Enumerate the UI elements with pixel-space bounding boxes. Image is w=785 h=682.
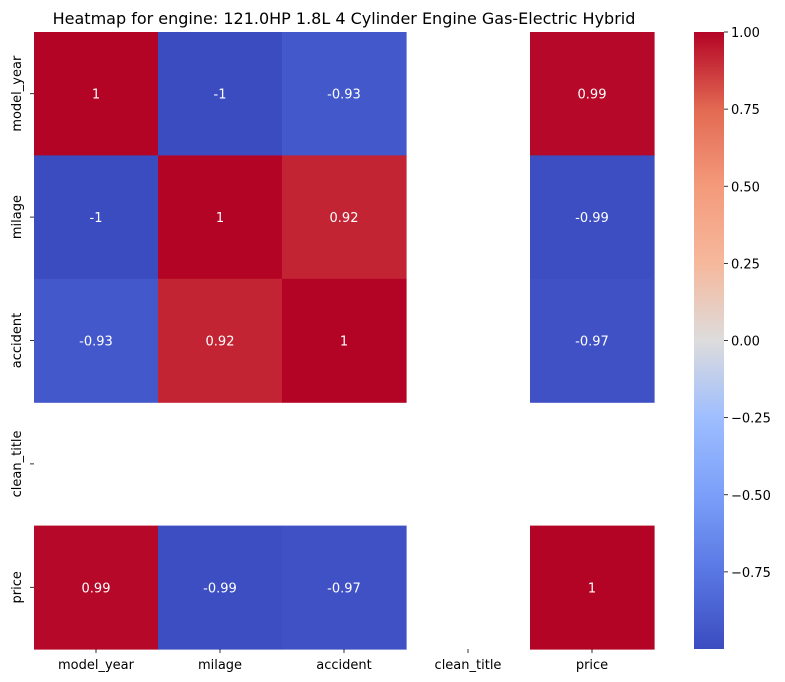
y-tick-label: milage [10, 195, 25, 239]
cell-label: 0.99 [578, 88, 607, 103]
colorbar-tick-label: −0.50 [731, 489, 771, 504]
colorbar-tick-label: 1.00 [731, 26, 760, 41]
cell-label: -0.99 [575, 211, 609, 226]
cell-annotations: 1 -1 -0.93 0.99 -1 1 0.92 -0.99 -0.93 0.92 1 -0.97 0… [79, 88, 609, 597]
cell-label: -0.99 [203, 581, 237, 596]
cell-label: 0.92 [206, 335, 235, 350]
x-tick-label: clean_title [435, 658, 502, 673]
heatmap-cell [530, 525, 655, 650]
cell-label: 1 [588, 581, 596, 596]
colorbar-tick-label: −0.25 [731, 412, 771, 427]
colorbar-ticks: 1.00 0.75 0.50 0.25 0.00 −0.25 −0.50 −0.75 [724, 26, 771, 581]
y-tick-label: clean_title [10, 430, 25, 497]
cell-label: -1 [214, 88, 227, 103]
x-tick-label: milage [198, 658, 242, 673]
colorbar-tick-label: 0.50 [731, 180, 760, 195]
heatmap-cell [282, 155, 407, 280]
heatmap-cell [282, 278, 407, 403]
x-tick-label: price [576, 658, 608, 673]
cell-label: 1 [92, 88, 100, 103]
cell-label: 0.92 [330, 211, 359, 226]
y-tick-label: model_year [10, 55, 25, 132]
heatmap-cell [282, 32, 407, 156]
heatmap-cell [34, 155, 159, 280]
cell-label: -0.97 [575, 335, 609, 350]
cell-label: -0.93 [79, 335, 113, 350]
cell-label: -1 [90, 211, 103, 226]
chart-title: Heatmap for engine: 121.0HP 1.8L 4 Cylin… [53, 9, 636, 28]
colorbar-tick-label: 0.25 [731, 257, 760, 272]
cell-label: -0.93 [327, 88, 361, 103]
cell-label: 1 [216, 211, 224, 226]
y-tick-label: price [10, 571, 25, 603]
x-tick-label: accident [316, 658, 371, 673]
cell-label: 1 [340, 335, 348, 350]
y-tick-label: accident [10, 313, 25, 368]
heatmap-cell [530, 155, 655, 280]
heatmap-cells [34, 32, 655, 650]
x-axis: model_year milage accident clean_title price [58, 649, 608, 673]
x-tick-label: model_year [58, 658, 135, 673]
heatmap-cell [34, 32, 159, 156]
heatmap-cell [158, 525, 283, 650]
colorbar-tick-label: 0.75 [731, 103, 760, 118]
cell-label: -0.97 [327, 581, 361, 596]
colorbar-gradient [694, 32, 724, 649]
cell-label: 0.99 [82, 581, 111, 596]
heatmap-cell [34, 525, 159, 650]
colorbar [694, 32, 724, 649]
heatmap-cell [282, 525, 407, 650]
heatmap-cell [530, 278, 655, 403]
heatmap-cell [158, 155, 283, 280]
heatmap-cell [34, 278, 159, 403]
heatmap-cell [158, 278, 283, 403]
heatmap-cell [530, 32, 655, 156]
heatmap-cell [158, 32, 283, 156]
colorbar-tick-label: −0.75 [731, 566, 771, 581]
colorbar-tick-label: 0.00 [731, 335, 760, 350]
